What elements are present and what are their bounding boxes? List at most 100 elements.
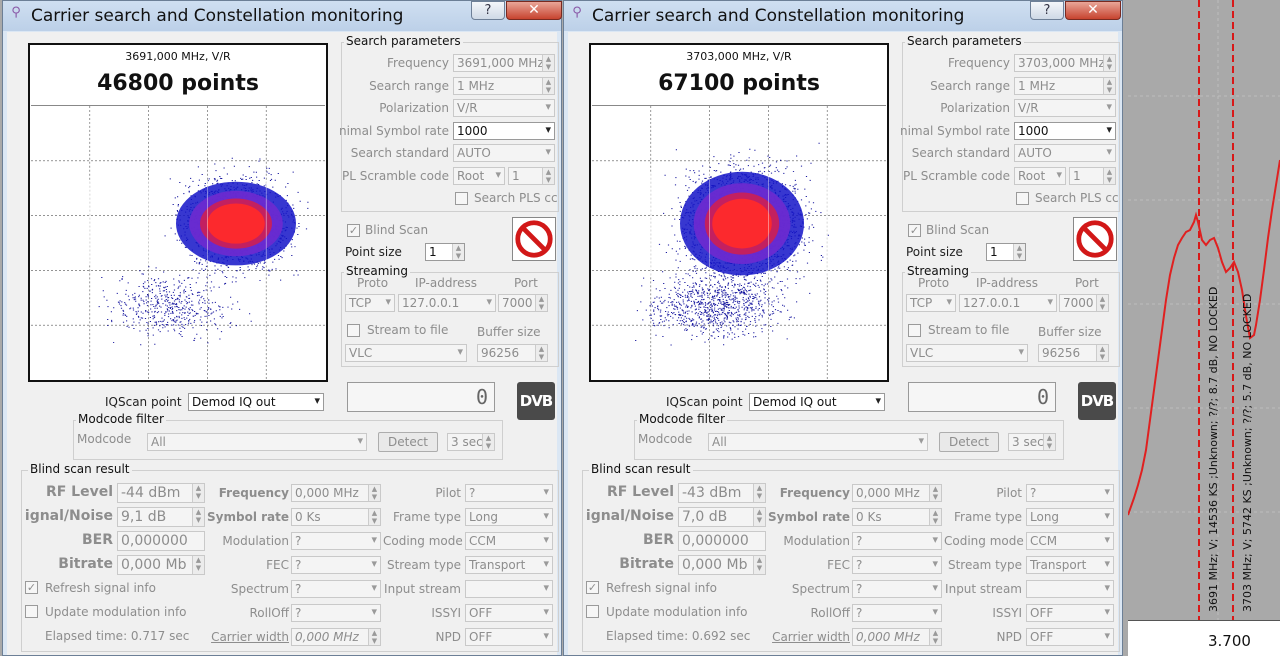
modulation-select[interactable]: ? [291,532,381,550]
update-modulation-checkbox[interactable] [25,605,38,618]
player-select[interactable]: VLC [345,344,467,362]
modcode-select[interactable]: All [708,433,928,451]
port-input[interactable]: 7000 ▲ ▼ [1059,294,1109,312]
coding-mode-select[interactable]: CCM [1026,532,1114,550]
ip-address-select[interactable]: 127.0.0.1 [398,294,496,312]
pilot-select[interactable]: ? [1026,484,1114,502]
input-stream-select[interactable] [1026,580,1114,598]
pl-scramble-mode-select[interactable]: Root [453,167,505,185]
detect-button[interactable]: Detect [378,432,438,452]
spin-icon[interactable]: ▲ ▼ [1103,168,1115,184]
port-input[interactable]: 7000 ▲ ▼ [498,294,548,312]
frequency-input[interactable]: 3691,000 MHz ▲ ▼ [453,54,555,72]
frame-type-select[interactable]: Long [1026,508,1114,526]
help-button[interactable]: ? [471,1,505,20]
detect-button[interactable]: Detect [939,432,999,452]
iq-scan-select[interactable]: Demod IQ out [188,393,324,411]
buffer-size-input[interactable]: 96256 ▲ ▼ [1038,344,1109,362]
pilot-select[interactable]: ? [465,484,553,502]
stop-button[interactable] [1073,217,1117,261]
spin-icon[interactable]: ▲ ▼ [535,295,547,311]
fec-select[interactable]: ? [852,556,942,574]
search-range-input[interactable]: 1 MHz ▲ ▼ [453,77,555,95]
stream-to-file-checkbox[interactable] [908,324,921,337]
carrier-width-label[interactable]: Carrier width [772,630,850,644]
issyi-select[interactable]: OFF [1026,604,1114,622]
frame-type-select[interactable]: Long [465,508,553,526]
blind-scan-checkbox[interactable]: ✓ [347,224,360,237]
search-pls-checkbox[interactable] [455,192,468,205]
pl-scramble-code-input[interactable]: 1 ▲ ▼ [1069,167,1116,185]
stream-to-file-checkbox[interactable] [347,324,360,337]
axis-tick-label: 3.700 [1208,632,1251,650]
spin-icon[interactable]: ▲ ▼ [1103,78,1115,94]
issyi-select[interactable]: OFF [465,604,553,622]
ip-address-select[interactable]: 127.0.0.1 [959,294,1057,312]
search-standard-select[interactable]: AUTO [1014,144,1116,162]
close-button[interactable]: ✕ [506,1,562,20]
spin-icon[interactable]: ▲ ▼ [1013,244,1025,260]
rolloff-select[interactable]: ? [852,604,942,622]
polarization-select[interactable]: V/R [1014,99,1116,117]
point-size-input[interactable]: 1 ▲ ▼ [986,243,1026,261]
refresh-signal-checkbox[interactable]: ✓ [586,581,599,594]
lock-counter: 0 [908,382,1056,412]
buffer-size-input[interactable]: 96256 ▲ ▼ [477,344,548,362]
title-bar[interactable]: ⚲ Carrier search and Constellation monit… [3,1,562,31]
refresh-signal-checkbox[interactable]: ✓ [25,581,38,594]
detect-interval-input[interactable]: 3 sec ▲ ▼ [1008,433,1056,451]
search-range-input[interactable]: 1 MHz ▲ ▼ [1014,77,1116,95]
help-button[interactable]: ? [1030,1,1064,20]
fec-select[interactable]: ? [291,556,381,574]
rolloff-select[interactable]: ? [291,604,381,622]
player-select[interactable]: VLC [906,344,1028,362]
spin-icon[interactable]: ▲ ▼ [1043,434,1055,450]
port-label: Port [1075,276,1099,290]
pl-scramble-mode-value: Root [457,169,485,183]
spin-icon[interactable]: ▲ ▼ [482,434,494,450]
point-size-input[interactable]: 1 ▲ ▼ [425,243,465,261]
polarization-select[interactable]: V/R [453,99,555,117]
title-bar[interactable]: ⚲ Carrier search and Constellation monit… [564,1,1122,31]
spin-icon[interactable]: ▲ ▼ [542,55,554,71]
npd-select[interactable]: OFF [1026,628,1114,646]
spin-icon[interactable]: ▲ ▼ [1096,345,1108,361]
spectrum-panel[interactable]: 3691 MHz; V; 14536 KS ;Unknown; ?/?; 8.7… [1128,0,1280,656]
point-size-label: Point size [906,245,963,259]
stream-type-select[interactable]: Transport [1026,556,1114,574]
npd-select[interactable]: OFF [465,628,553,646]
proto-select[interactable]: TCP [345,294,395,312]
signal-noise-label: ignal/Noise [585,508,674,524]
carrier-width-label[interactable]: Carrier width [211,630,289,644]
stop-button[interactable] [512,217,556,261]
spin-icon[interactable]: ▲ ▼ [535,345,547,361]
spin-icon: ▲ ▼ [192,508,204,526]
pl-scramble-code-input[interactable]: 1 ▲ ▼ [508,167,555,185]
blind-scan-checkbox[interactable]: ✓ [908,224,921,237]
update-modulation-checkbox[interactable] [586,605,599,618]
spin-icon[interactable]: ▲ ▼ [542,168,554,184]
spin-icon[interactable]: ▲ ▼ [542,78,554,94]
input-stream-select[interactable] [465,580,553,598]
spectrum-select[interactable]: ? [852,580,942,598]
spin-icon[interactable]: ▲ ▼ [1103,55,1115,71]
iq-scan-select[interactable]: Demod IQ out [749,393,885,411]
spectrum-select[interactable]: ? [291,580,381,598]
detect-interval-input[interactable]: 3 sec ▲ ▼ [447,433,495,451]
proto-select[interactable]: TCP [906,294,956,312]
search-standard-select[interactable]: AUTO [453,144,555,162]
blind-scan-label: Blind Scan [926,223,990,237]
constellation-scatter [592,106,886,380]
spin-icon[interactable]: ▲ ▼ [452,244,464,260]
stream-type-select[interactable]: Transport [465,556,553,574]
search-pls-checkbox[interactable] [1016,192,1029,205]
symbol-rate-select[interactable]: 1000 [1014,122,1116,140]
modulation-select[interactable]: ? [852,532,942,550]
coding-mode-select[interactable]: CCM [465,532,553,550]
modcode-select[interactable]: All [147,433,367,451]
spin-icon[interactable]: ▲ ▼ [1096,295,1108,311]
symbol-rate-select[interactable]: 1000 [453,122,555,140]
close-button[interactable]: ✕ [1065,1,1121,20]
pl-scramble-mode-select[interactable]: Root [1014,167,1066,185]
frequency-input[interactable]: 3703,000 MHz ▲ ▼ [1014,54,1116,72]
